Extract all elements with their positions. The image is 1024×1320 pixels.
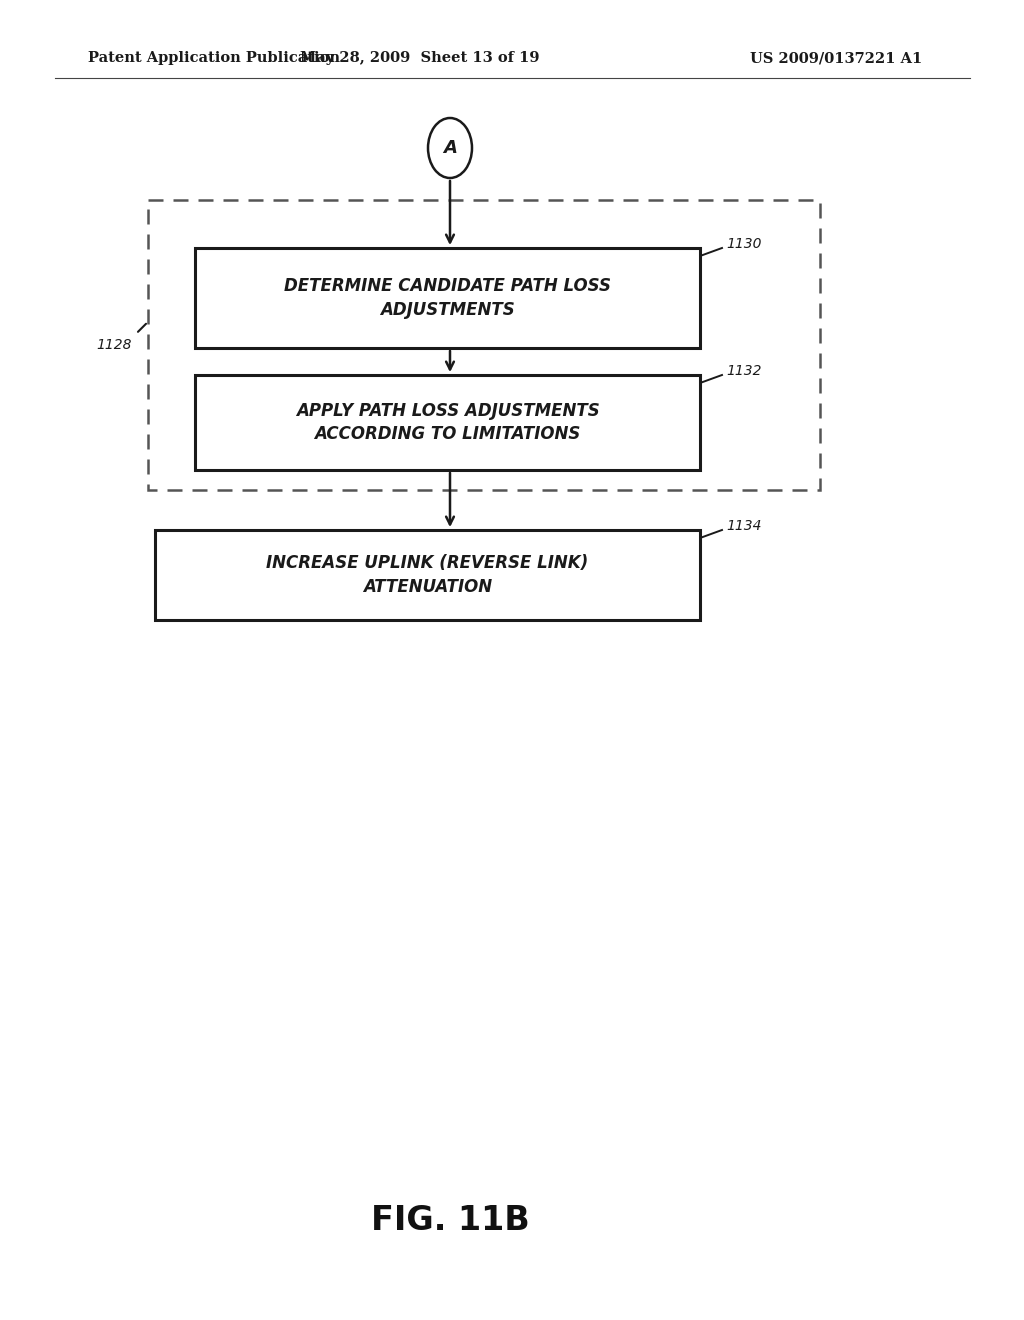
Text: 1132: 1132 xyxy=(726,364,762,378)
Bar xyxy=(195,248,700,348)
Bar xyxy=(195,375,700,470)
Text: A: A xyxy=(443,139,457,157)
Bar xyxy=(155,531,700,620)
Text: US 2009/0137221 A1: US 2009/0137221 A1 xyxy=(750,51,923,65)
Text: 1128: 1128 xyxy=(96,338,132,352)
Text: Patent Application Publication: Patent Application Publication xyxy=(88,51,340,65)
Text: 1134: 1134 xyxy=(726,519,762,533)
Text: 1130: 1130 xyxy=(726,238,762,251)
Text: DETERMINE CANDIDATE PATH LOSS
ADJUSTMENTS: DETERMINE CANDIDATE PATH LOSS ADJUSTMENT… xyxy=(284,277,611,319)
Text: INCREASE UPLINK (REVERSE LINK)
ATTENUATION: INCREASE UPLINK (REVERSE LINK) ATTENUATI… xyxy=(266,554,589,595)
Text: FIG. 11B: FIG. 11B xyxy=(371,1204,529,1237)
Text: APPLY PATH LOSS ADJUSTMENTS
ACCORDING TO LIMITATIONS: APPLY PATH LOSS ADJUSTMENTS ACCORDING TO… xyxy=(296,401,599,444)
Bar xyxy=(148,201,820,490)
Text: May 28, 2009  Sheet 13 of 19: May 28, 2009 Sheet 13 of 19 xyxy=(300,51,540,65)
